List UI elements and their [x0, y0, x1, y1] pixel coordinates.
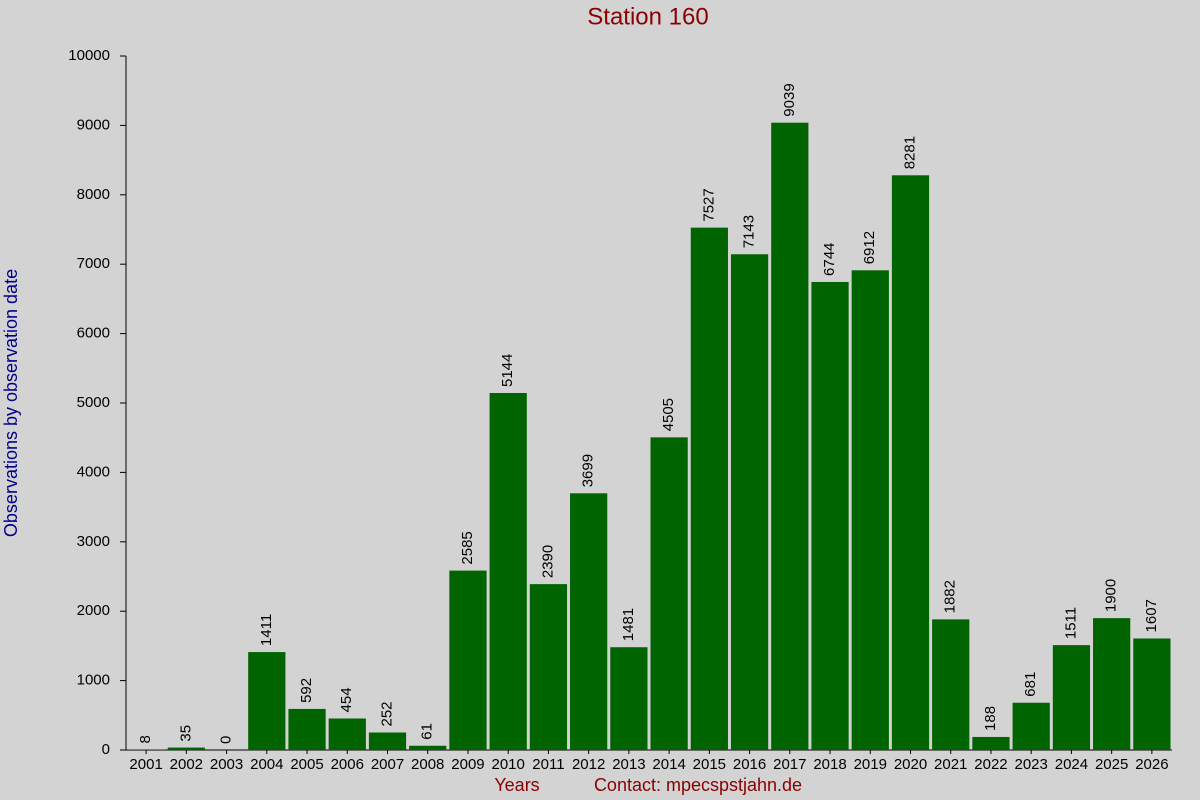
x-tick-label: 2020	[894, 756, 927, 773]
x-tick-label: 2009	[451, 756, 484, 773]
x-tick-label: 2004	[250, 756, 283, 773]
value-label: 1607	[1143, 599, 1160, 632]
y-axis-label: Observations by observation date	[1, 269, 21, 537]
chart-title: Station 160	[587, 3, 708, 30]
y-tick-label: 0	[102, 741, 110, 758]
value-label: 61	[419, 723, 436, 740]
bar	[570, 493, 608, 750]
x-tick-label: 2018	[813, 756, 846, 773]
bar	[932, 619, 970, 750]
value-label: 1900	[1103, 579, 1120, 612]
x-tick-label: 2007	[371, 756, 404, 773]
value-label: 188	[982, 706, 999, 731]
x-axis-label: Years	[494, 775, 539, 795]
value-label: 2390	[539, 545, 556, 578]
x-tick-label: 2013	[612, 756, 645, 773]
value-label: 4505	[660, 398, 677, 431]
bar	[811, 281, 849, 750]
value-label: 7143	[741, 215, 758, 248]
bar	[248, 652, 286, 750]
bar	[127, 749, 165, 750]
bar	[972, 736, 1010, 750]
value-label: 592	[298, 678, 315, 703]
bar	[851, 270, 889, 750]
value-label: 1882	[942, 580, 959, 613]
y-tick-label: 2000	[77, 602, 110, 619]
x-tick-label: 2003	[210, 756, 243, 773]
x-tick-label: 2025	[1095, 756, 1128, 773]
value-label: 9039	[781, 83, 798, 116]
x-tick-label: 2014	[652, 756, 685, 773]
bar	[1012, 702, 1050, 750]
bar	[891, 175, 930, 751]
value-label: 35	[177, 725, 194, 742]
y-tick-label: 9000	[77, 116, 110, 133]
bar	[1093, 618, 1131, 750]
bar	[730, 254, 769, 750]
bar	[288, 708, 326, 750]
value-label: 0	[218, 736, 235, 744]
x-tick-label: 2023	[1015, 756, 1048, 773]
x-tick-label: 2019	[854, 756, 887, 773]
value-label: 6912	[861, 231, 878, 264]
value-label: 8	[137, 735, 154, 743]
y-tick-label: 3000	[77, 533, 110, 550]
x-tick-label: 2017	[773, 756, 806, 773]
value-label: 1511	[1062, 607, 1079, 639]
bar	[489, 393, 527, 750]
bar	[1133, 638, 1171, 750]
x-tick-label: 2008	[411, 756, 444, 773]
x-tick-label: 2006	[331, 756, 364, 773]
x-tick-label: 2001	[129, 756, 162, 773]
x-tick-label: 2024	[1055, 756, 1088, 773]
x-tick-label: 2015	[693, 756, 726, 773]
bar	[690, 227, 728, 750]
x-tick-label: 2002	[170, 756, 203, 773]
bar	[167, 747, 205, 750]
bar	[1052, 645, 1091, 750]
bar	[771, 122, 809, 750]
y-tick-label: 4000	[77, 463, 110, 480]
y-tick-label: 8000	[77, 186, 110, 203]
value-label: 8281	[901, 136, 918, 169]
x-tick-label: 2016	[733, 756, 766, 773]
value-label: 3699	[580, 454, 597, 487]
value-label: 454	[338, 687, 355, 712]
y-tick-label: 6000	[77, 325, 110, 342]
value-label: 1411	[258, 614, 275, 646]
bar	[529, 584, 568, 750]
bar	[650, 437, 688, 750]
bar	[610, 647, 648, 750]
value-label: 5144	[499, 354, 516, 387]
contact-note: Contact: mpecspstjahn.de	[594, 775, 802, 795]
y-tick-label: 10000	[68, 47, 110, 64]
x-tick-label: 2012	[572, 756, 605, 773]
x-tick-label: 2021	[934, 756, 967, 773]
y-tick-label: 1000	[77, 672, 110, 689]
x-tick-label: 2010	[492, 756, 525, 773]
y-tick-label: 7000	[77, 255, 110, 272]
bar	[368, 732, 407, 750]
y-tick-label: 5000	[77, 394, 110, 411]
value-label: 681	[1022, 672, 1039, 697]
bar	[449, 570, 487, 750]
value-label: 2585	[459, 531, 476, 564]
value-label: 252	[378, 701, 395, 726]
x-tick-label: 2026	[1135, 756, 1168, 773]
value-label: 7527	[700, 188, 717, 221]
x-tick-label: 2005	[290, 756, 323, 773]
bar	[328, 718, 366, 750]
bar	[409, 745, 447, 750]
value-label: 1481	[620, 608, 637, 641]
value-label: 6744	[821, 243, 838, 276]
x-tick-label: 2022	[974, 756, 1007, 773]
x-tick-label: 2011	[532, 756, 564, 773]
